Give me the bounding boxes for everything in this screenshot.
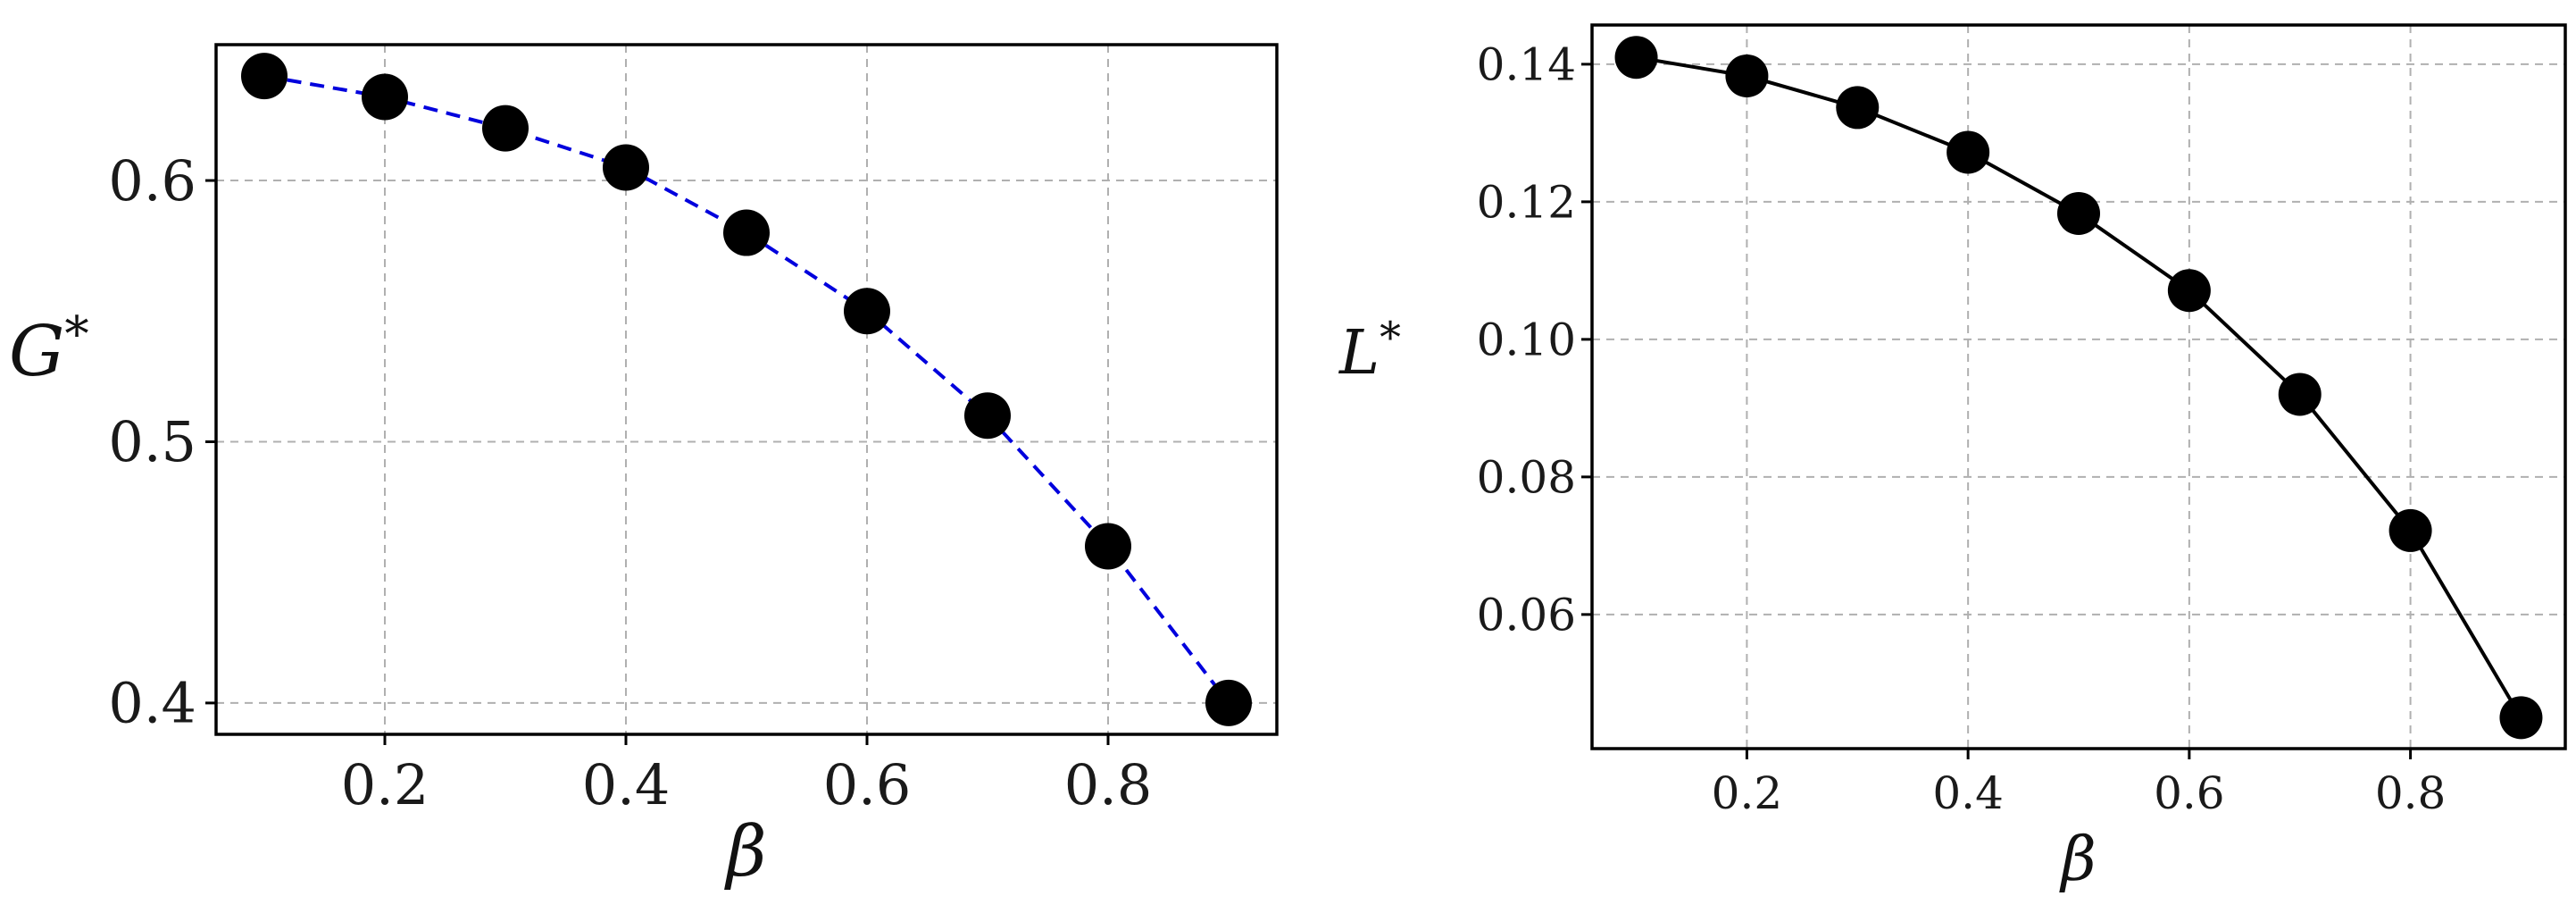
data-point [2278, 373, 2322, 416]
x-tick-label: 0.4 [1932, 767, 2004, 819]
data-point [603, 144, 649, 191]
data-point [2167, 269, 2211, 313]
x-axis-label: β [723, 812, 766, 892]
y-axis-label: G* [9, 306, 89, 392]
series-line [263, 74, 1230, 705]
x-tick-label: 0.6 [2154, 767, 2225, 819]
x-tick-label: 0.2 [341, 752, 429, 817]
y-axis-label-symbol: L [1338, 318, 1380, 389]
data-point [723, 209, 770, 256]
data-point [844, 288, 890, 335]
y-axis-label-superscript: * [64, 306, 88, 363]
y-tick-label: 0.4 [108, 671, 196, 736]
y-tick-label: 0.6 [108, 148, 196, 214]
series-line [1636, 55, 2523, 719]
data-point [2388, 508, 2432, 552]
x-axis-label: β [2058, 825, 2096, 895]
data-point [1725, 54, 1769, 97]
y-tick-label: 0.5 [108, 409, 196, 474]
axes-frame [1590, 23, 2567, 750]
data-point [241, 53, 288, 100]
right-chart-panel: 0.2 0.4 0.6 0.8 0.06 0.08 0.10 0.12 0.14 β L* [1338, 23, 2567, 895]
x-tick-label: 0.8 [2375, 767, 2447, 819]
x-tick-label: 0.2 [1712, 767, 1783, 819]
data-point [1947, 130, 1990, 174]
x-tick-label: 0.4 [582, 752, 671, 817]
data-point [362, 73, 408, 121]
y-tick-label: 0.12 [1477, 176, 1576, 228]
data-point [2499, 696, 2543, 740]
y-tick-label: 0.06 [1477, 589, 1576, 641]
x-tick-label: 0.8 [1064, 752, 1153, 817]
x-tick-label: 0.6 [823, 752, 912, 817]
y-tick-label: 0.10 [1477, 314, 1576, 365]
data-point [964, 392, 1011, 440]
axes-frame [214, 43, 1279, 736]
y-tick-label: 0.14 [1477, 38, 1576, 90]
data-point [1836, 86, 1880, 130]
data-point [1205, 679, 1252, 726]
left-chart-panel: 0.2 0.4 0.6 0.8 0.4 0.5 0.6 β G* [9, 43, 1279, 892]
data-point [2057, 191, 2100, 235]
y-tick-label: 0.08 [1477, 451, 1576, 503]
data-point [1085, 523, 1131, 570]
y-axis-label-superscript: * [1380, 314, 1401, 363]
data-point [1614, 36, 1658, 80]
data-point [482, 105, 529, 152]
y-axis-label: L* [1338, 314, 1401, 389]
y-axis-label-symbol: G [9, 312, 64, 392]
